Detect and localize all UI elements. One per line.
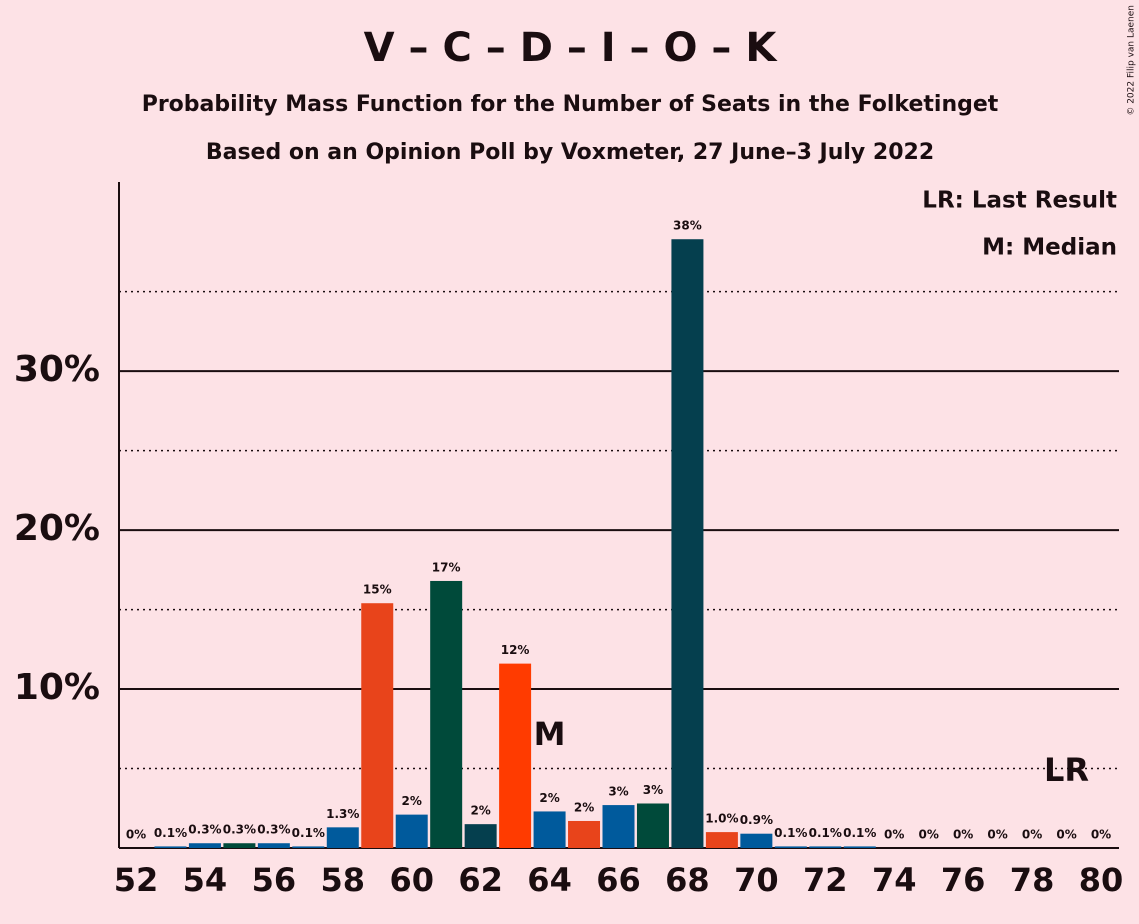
data-label: 0.3% [223,823,256,837]
chart-subtitle: Probability Mass Function for the Number… [142,92,999,117]
data-label: 3% [643,783,663,797]
data-label: 2% [574,800,594,814]
data-label: 0.1% [774,826,807,840]
bar [499,663,532,848]
data-label: 0.9% [740,813,773,827]
data-label: 0% [987,828,1007,842]
x-tick-label: 58 [321,861,366,899]
x-tick-label: 70 [734,861,779,899]
bar [223,843,256,848]
data-label: 0.1% [154,826,187,840]
last-result-marker: LR [1044,751,1089,789]
bar [809,846,842,848]
bar [292,846,325,848]
bar [602,805,635,848]
data-label: 0% [918,828,938,842]
bar [395,814,428,848]
x-tick-label: 56 [252,861,297,899]
data-label: 17% [432,560,461,574]
x-tick-label: 52 [114,861,159,899]
data-label: 0% [1022,828,1042,842]
data-label: 0% [953,828,973,842]
data-label: 0.1% [292,826,325,840]
copyright: © 2022 Filip van Laenen [1127,5,1137,116]
legend-note: M: Median [982,235,1117,261]
bar [361,603,394,848]
bar [705,832,738,848]
data-label: 2% [470,804,490,818]
data-label: 0% [1056,828,1076,842]
data-label: 0.1% [809,826,842,840]
data-label: 38% [673,219,702,233]
x-tick-label: 74 [872,861,917,899]
bar [430,580,463,848]
bar [740,833,773,848]
bar [326,827,359,848]
median-marker: M [534,715,566,753]
data-label: 12% [501,643,530,657]
y-tick-label: 20% [14,508,100,549]
bar [568,820,601,848]
data-label: 15% [363,583,392,597]
bar [636,803,669,848]
plot-area: 10%20%30%0%520.1% 0.3%540.3% 0.3%560.1%1.3… [14,182,1123,899]
data-label: 0% [884,828,904,842]
x-tick-label: 72 [803,861,848,899]
bar [154,846,187,848]
y-tick-label: 10% [14,667,100,708]
bar [464,824,497,848]
data-label: 3% [608,785,628,799]
bar [671,239,704,849]
x-tick-label: 64 [527,861,572,899]
data-label: 0.3% [257,823,290,837]
bar [774,846,807,848]
chart-title: V – C – D – I – O – K [364,25,779,71]
data-label: 1.0% [705,812,738,826]
data-label: 0% [126,828,146,842]
data-label: 2% [402,794,422,808]
chart-subtitle: Based on an Opinion Poll by Voxmeter, 27… [206,140,934,165]
bar [188,843,221,848]
x-tick-label: 76 [941,861,986,899]
y-tick-label: 30% [14,349,100,390]
x-tick-label: 54 [183,861,228,899]
data-label: 0.3% [188,823,221,837]
data-label: 0.1% [843,826,876,840]
x-tick-label: 66 [596,861,641,899]
data-label: 2% [539,791,559,805]
x-tick-label: 78 [1010,861,1055,899]
data-label: 1.3% [326,807,359,821]
x-tick-label: 68 [665,861,710,899]
bar [533,811,566,848]
bar [843,846,876,848]
bar [257,843,290,848]
x-tick-label: 60 [389,861,434,899]
x-tick-label: 80 [1079,861,1124,899]
x-tick-label: 62 [458,861,503,899]
legend-note: LR: Last Result [922,188,1117,214]
data-label: 0% [1091,828,1111,842]
